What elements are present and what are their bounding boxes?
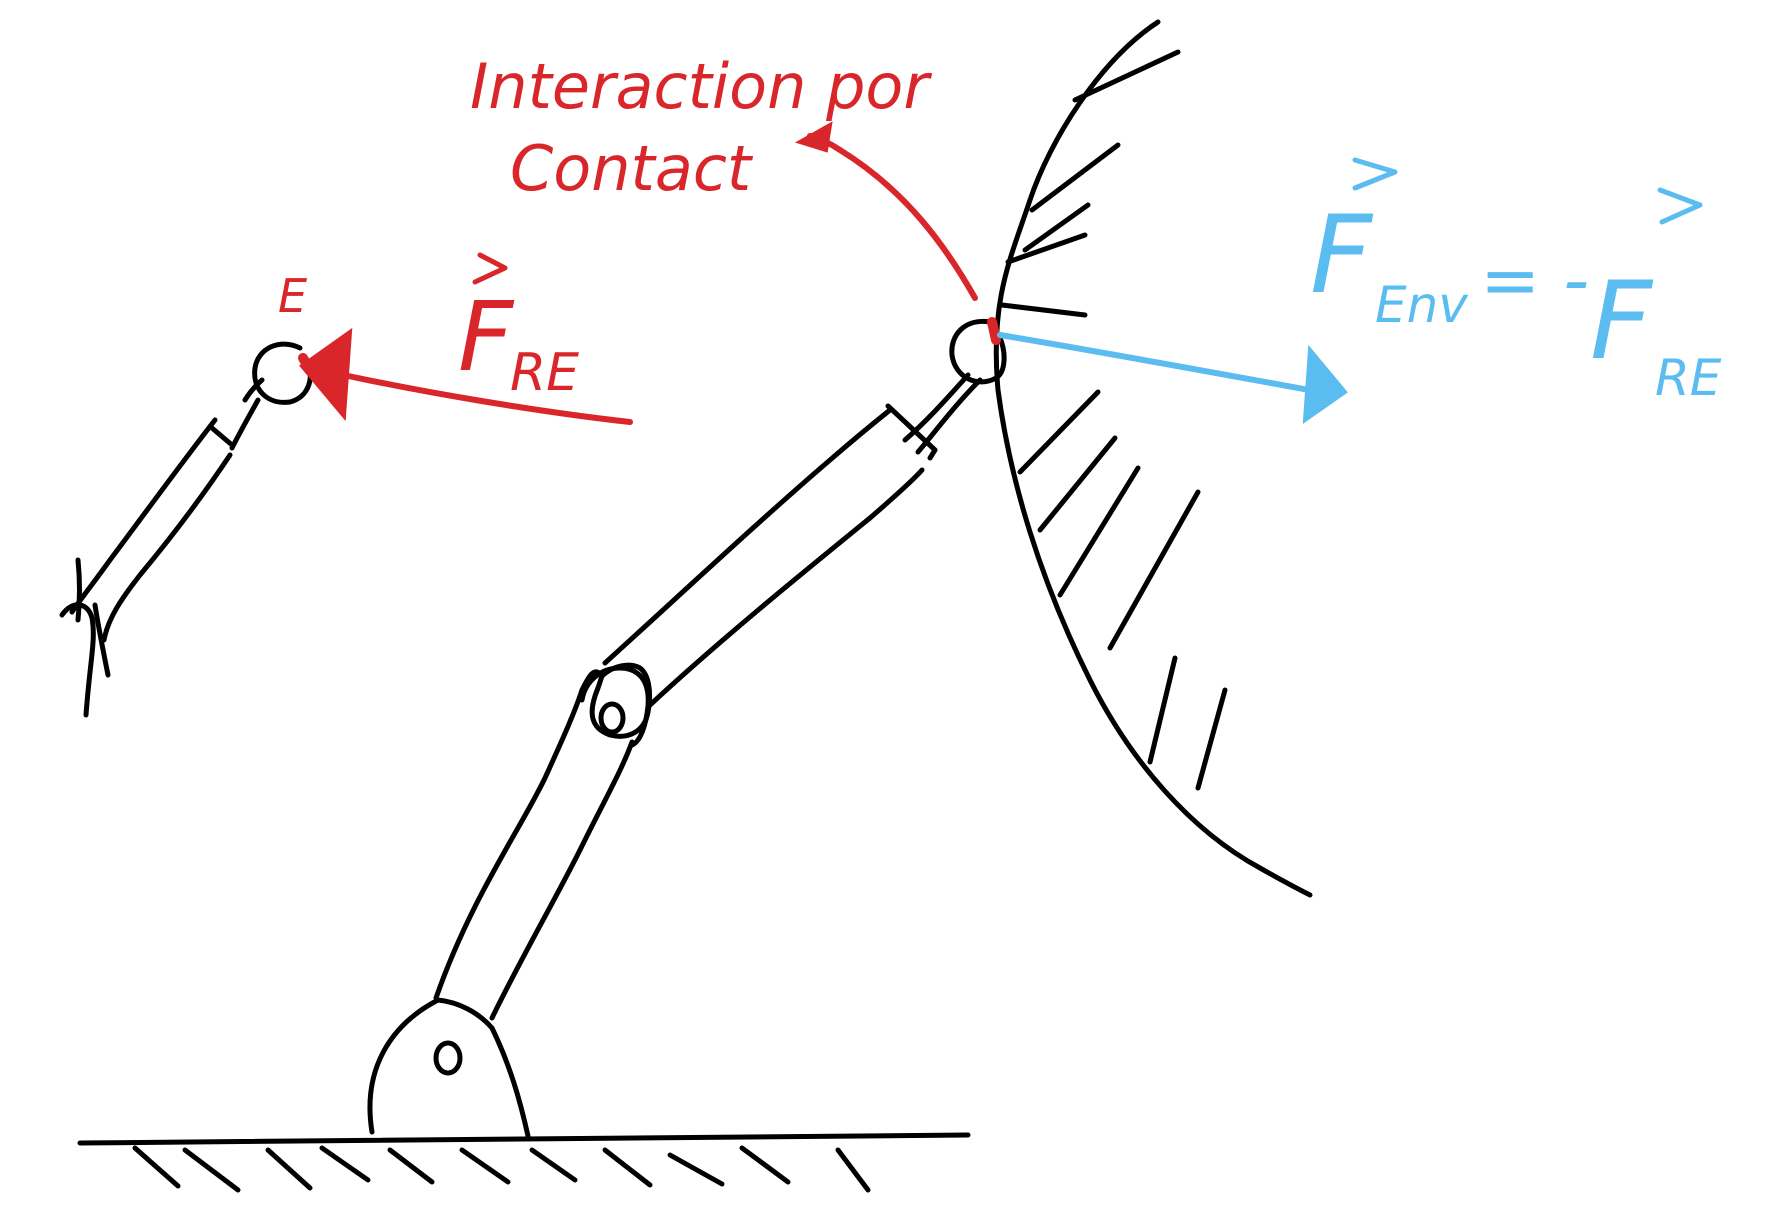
robot-force-arrow xyxy=(298,327,633,425)
contact-end-effector xyxy=(949,318,1007,385)
partial-arm-left-edge xyxy=(69,417,218,615)
lower-link-left-edge xyxy=(433,687,585,1001)
upper-link-right-edge xyxy=(647,467,925,708)
env-force-subscript: Env xyxy=(1375,276,1469,334)
interaction-label-line1: Interaction por xyxy=(470,50,932,123)
env-force-arrow-shaft xyxy=(997,332,1323,395)
lower-link-right-edge xyxy=(489,739,635,1021)
base-joint-pin xyxy=(433,1040,463,1076)
interaction-arrow-curve xyxy=(807,133,978,301)
partial-robot-arm xyxy=(59,341,313,718)
ground xyxy=(77,1132,971,1193)
rhs-force-symbol: F xyxy=(1590,259,1654,384)
wrist-flange xyxy=(885,403,938,461)
robot-force-vector-hat xyxy=(472,252,508,285)
base-joint-housing xyxy=(367,997,531,1139)
break-line xyxy=(59,557,111,718)
env-force-vector-hat xyxy=(1352,157,1398,191)
main-robot-arm xyxy=(367,318,1007,1139)
environment-force-arrow xyxy=(997,332,1348,425)
robot-force-arrow-shaft xyxy=(327,369,633,425)
env-force-arrow-head xyxy=(1302,344,1348,425)
elbow-joint-pin xyxy=(598,701,626,735)
robot-force-label: F RE xyxy=(458,252,579,403)
surface-curve xyxy=(993,19,1313,898)
surface-hatching xyxy=(999,49,1228,791)
end-effector-label: E xyxy=(278,269,307,323)
contact-point-marker xyxy=(987,317,1001,345)
environment-force-label: F Env = - F RE xyxy=(1310,157,1722,407)
ground-line xyxy=(77,1132,971,1146)
environment-surface xyxy=(993,19,1313,898)
upper-link-left-edge xyxy=(602,407,893,666)
interaction-annotation xyxy=(794,121,1001,345)
partial-arm-right-edge xyxy=(101,452,233,643)
partial-arm-end-effector xyxy=(252,341,313,405)
robot-force-symbol: F xyxy=(458,281,515,393)
rhs-force-vector-hat xyxy=(1657,187,1703,225)
ground-hatching xyxy=(132,1145,871,1193)
labels: E Interaction por Contact F RE F Env = -… xyxy=(278,50,1722,407)
robot-force-arrow-head xyxy=(299,327,353,422)
robot-force-subscript: RE xyxy=(510,343,579,403)
env-force-symbol: F xyxy=(1310,193,1374,318)
env-force-equals: = - xyxy=(1480,238,1589,322)
interaction-label-line2: Contact xyxy=(510,132,754,205)
rhs-force-subscript: RE xyxy=(1655,349,1722,407)
interaction-arrow-head xyxy=(794,121,833,153)
